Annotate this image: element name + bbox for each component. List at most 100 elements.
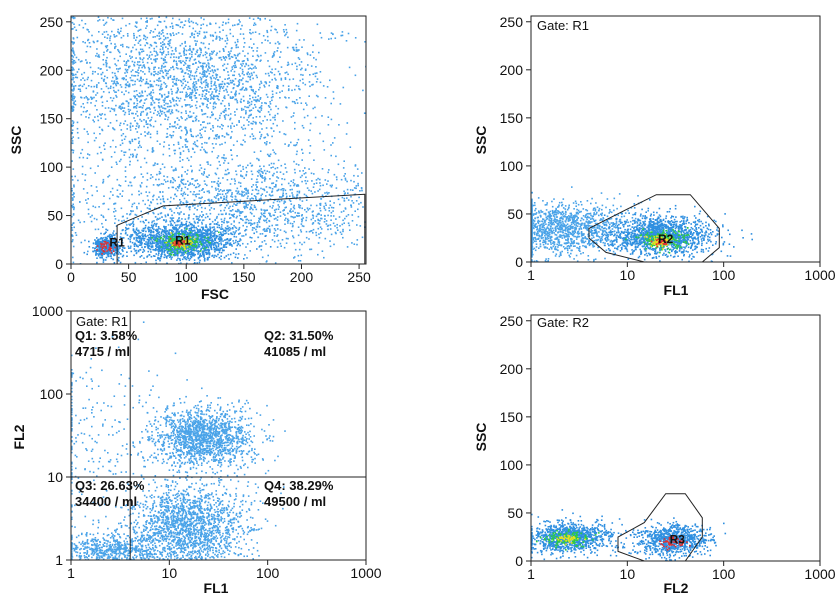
data-point [189,129,192,132]
data-point [198,256,201,258]
data-point [296,102,299,104]
data-point [215,54,218,56]
data-point [135,249,137,252]
data-point [142,248,145,251]
data-point [123,93,125,96]
data-point [225,173,228,176]
data-point [183,99,186,101]
data-point [229,183,232,185]
data-point [349,189,352,191]
data-point [137,241,140,243]
data-point [328,210,331,212]
data-point [209,209,211,211]
data-point [251,68,253,70]
data-point [190,226,193,228]
data-point [80,105,83,108]
data-point [254,65,256,68]
data-point [260,82,263,84]
data-point [281,178,283,180]
data-point [218,190,220,192]
data-point [179,249,182,252]
data-point [227,21,230,24]
data-point [147,247,149,249]
data-point [241,175,244,178]
data-point [131,60,134,63]
data-point [234,111,236,113]
data-point [224,118,227,120]
data-point [188,251,191,254]
data-point [259,97,262,99]
data-point [245,229,248,231]
data-point [81,73,83,76]
data-point [251,63,254,66]
data-point [195,135,198,138]
data-point [232,252,235,254]
data-point [72,90,74,92]
data-point [285,71,288,74]
data-point [364,41,366,43]
data-point [280,188,282,191]
data-point [207,47,210,50]
data-point [126,213,128,215]
data-point [154,59,157,61]
data-point [134,106,136,108]
data-point [155,45,158,48]
data-point [269,142,271,144]
data-point [117,59,119,62]
data-point [231,193,233,196]
data-point [160,234,162,237]
data-point [156,184,159,186]
data-point [301,225,304,227]
data-point [265,81,267,84]
data-point [212,35,215,37]
data-point [202,126,205,129]
data-point [140,70,142,72]
data-point [156,246,159,248]
data-point [158,20,160,23]
data-point [142,251,144,253]
data-point [309,248,311,251]
data-point [240,79,243,82]
data-point [141,216,143,218]
data-point [235,90,237,92]
data-point [121,190,124,192]
data-point [173,105,176,107]
data-point [191,224,193,226]
data-point [225,109,227,112]
data-point [224,59,226,61]
data-point [220,85,222,88]
data-point [200,17,202,19]
data-point [103,195,105,197]
data-point [278,206,280,208]
data-point [330,233,333,236]
data-point [203,254,205,257]
data-point [232,87,235,89]
data-point [97,67,100,69]
data-point [217,192,219,195]
data-point [197,80,200,82]
data-point [238,228,240,230]
data-point [237,59,239,62]
data-point [136,159,139,162]
data-point [191,202,194,205]
data-point [263,165,265,168]
data-point [266,209,268,211]
data-point [220,209,222,212]
data-point [264,102,266,104]
data-point [138,202,140,205]
data-point [231,56,234,58]
data-point [151,62,153,64]
data-point [347,32,350,35]
data-point [78,85,80,87]
data-point [192,86,195,89]
data-point [190,96,192,98]
data-point [292,181,294,184]
data-point [205,230,208,233]
data-point [228,226,231,229]
data-point [212,147,215,149]
data-point [224,45,227,48]
data-point [143,257,145,259]
data-point [353,174,355,177]
data-point [273,232,276,234]
data-point [155,262,157,264]
